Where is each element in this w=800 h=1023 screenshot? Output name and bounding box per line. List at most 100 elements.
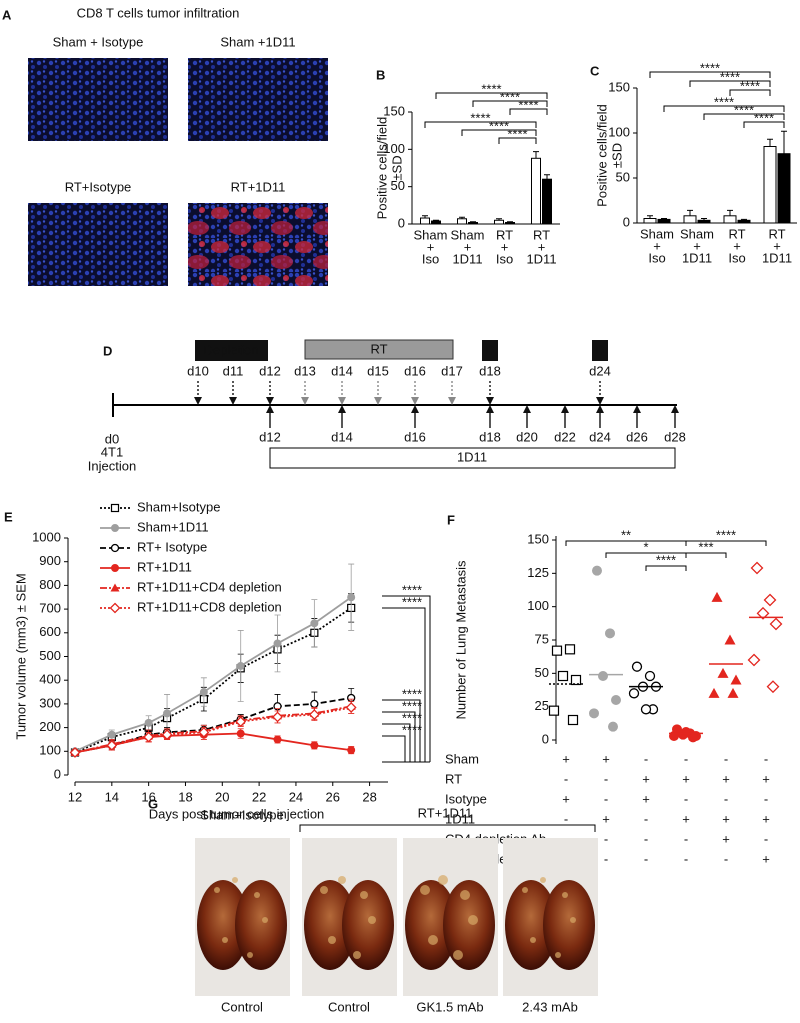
y-tick-label: 400 <box>39 672 61 687</box>
day-label: d18 <box>479 429 501 444</box>
x-tick-label: 1D11 <box>762 250 792 265</box>
y-tick-label: 50 <box>535 665 549 680</box>
bar <box>737 219 751 224</box>
marker <box>106 739 118 751</box>
photo-caption: Control <box>328 999 370 1014</box>
x-tick-label: RT <box>768 226 785 241</box>
error-bar <box>727 209 733 216</box>
significance-label: *** <box>698 539 713 554</box>
x-tick-label: Iso <box>728 250 745 265</box>
y-tick-label: 50 <box>616 169 630 184</box>
arrow-head <box>523 405 531 413</box>
arrow-head <box>596 405 604 413</box>
day-label: d14 <box>331 429 353 444</box>
marker <box>347 593 356 602</box>
table-cell: - <box>724 791 728 806</box>
day-label: d24 <box>589 363 611 378</box>
x-tick-label: 22 <box>252 789 266 804</box>
marker <box>611 695 621 705</box>
nodule <box>360 891 368 899</box>
table-cell: + <box>562 751 570 766</box>
significance-label: **** <box>507 126 527 141</box>
marker <box>570 674 582 686</box>
significance-label: **** <box>720 69 740 84</box>
rt-box <box>304 339 454 360</box>
image-label: Sham +1D11 <box>220 34 295 49</box>
d-label: D <box>595 342 604 357</box>
marker <box>724 634 736 645</box>
x-tick-label: + <box>427 239 435 254</box>
marker <box>198 726 210 738</box>
arrow-head <box>671 405 679 413</box>
y-tick-label: 100 <box>608 124 630 139</box>
table-cell: - <box>684 831 688 846</box>
y-tick-label: 0 <box>542 731 549 746</box>
row-label: Isotype <box>445 791 487 806</box>
marker <box>730 674 742 685</box>
error-bar <box>496 218 502 221</box>
significance-label: **** <box>489 118 509 133</box>
bracket <box>382 607 426 762</box>
bracket <box>498 137 537 144</box>
nodule <box>262 917 268 923</box>
marker <box>750 561 764 575</box>
y-tick-label: 900 <box>39 553 61 568</box>
nodule <box>232 877 238 883</box>
significance-label: **** <box>734 102 754 117</box>
bracket <box>649 71 771 78</box>
x-tick-label: 1D11 <box>682 250 712 265</box>
y-tick-label: 150 <box>527 531 549 546</box>
bar <box>723 215 737 224</box>
depletion-label: Depletion <box>204 342 259 357</box>
table-cell: + <box>682 771 690 786</box>
y-tick-label: 125 <box>527 565 549 580</box>
marker <box>589 708 599 719</box>
lung-lobe <box>505 880 557 970</box>
table-cell: - <box>764 791 768 806</box>
legend-label: RT+1D11+CD8 depletion <box>137 599 282 614</box>
marker <box>640 704 652 715</box>
significance-label: * <box>643 539 648 554</box>
arrow-head <box>229 397 237 405</box>
y-tick-label: 0 <box>623 214 630 229</box>
significance-label: **** <box>518 97 538 112</box>
marker <box>345 702 357 713</box>
y-tick-label: 100 <box>39 743 61 758</box>
arrow-head <box>411 405 419 413</box>
table-cell: - <box>684 751 688 766</box>
y-axis-label: Number of Lung Metastasis <box>453 560 468 719</box>
error-bar <box>470 221 476 223</box>
micrograph <box>188 58 328 141</box>
y-tick-label: 25 <box>535 698 549 713</box>
x-tick-label: Iso <box>496 251 513 266</box>
photo-caption: GK1.5 mAb <box>416 999 483 1014</box>
micrograph <box>188 203 328 286</box>
x-tick-label: RT <box>728 226 745 241</box>
table-cell: + <box>642 791 650 806</box>
table-cell: - <box>604 771 608 786</box>
nodule <box>460 890 470 900</box>
bracket <box>435 92 548 99</box>
y-tick-label: 50 <box>391 178 405 193</box>
y-axis-label: Positive cells/field <box>374 117 389 220</box>
legend-label: RT+1D11+CD4 depletion <box>137 579 282 594</box>
y-tick-label: 300 <box>39 695 61 710</box>
bracket <box>743 121 785 128</box>
lung-lobe <box>304 880 356 970</box>
x-tick-label: RT <box>496 227 513 242</box>
table-cell: - <box>684 791 688 806</box>
panel-letter: G <box>148 796 158 811</box>
arrow-head <box>338 405 346 413</box>
table-cell: + <box>762 771 770 786</box>
nodule <box>320 886 328 894</box>
bar <box>643 218 657 224</box>
day-label: d16 <box>404 429 426 444</box>
bracket <box>509 108 548 115</box>
x-tick-label: 1D11 <box>452 251 482 266</box>
marker <box>143 731 155 743</box>
injection-label: d0 <box>105 431 119 446</box>
y-tick-label: 100 <box>383 141 405 156</box>
x-tick-label: 16 <box>141 789 155 804</box>
significance-label: **** <box>754 110 774 125</box>
